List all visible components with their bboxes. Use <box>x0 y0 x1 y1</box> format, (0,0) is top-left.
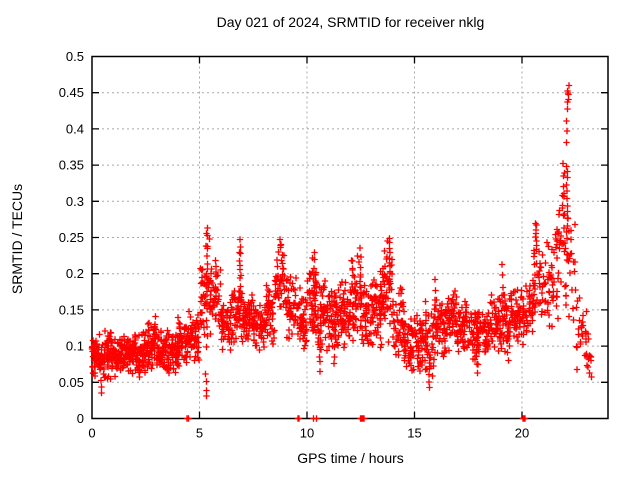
x-tick-label: 5 <box>196 426 203 441</box>
y-tick-label: 0.35 <box>59 158 84 173</box>
y-tick-label: 0.4 <box>66 121 84 136</box>
grid-lines <box>92 56 608 419</box>
chart-title: Day 021 of 2024, SRMTID for receiver nkl… <box>216 14 485 30</box>
y-tick-label: 0.3 <box>66 194 84 209</box>
y-tick-label: 0.05 <box>59 375 84 390</box>
y-tick-label: 0.15 <box>59 302 84 317</box>
tick-marks <box>92 56 608 419</box>
x-tick-label: 20 <box>515 426 529 441</box>
y-tick-label: 0.5 <box>66 49 84 64</box>
y-tick-label: 0.2 <box>66 266 84 281</box>
x-tick-label: 15 <box>407 426 421 441</box>
plot-border <box>91 55 609 420</box>
y-tick-label: 0.45 <box>59 85 84 100</box>
x-tick-label: 10 <box>300 426 314 441</box>
y-axis-title: SRMTID / TECUs <box>9 183 25 295</box>
scatter-points <box>88 82 595 422</box>
y-tick-label: 0.1 <box>66 339 84 354</box>
y-tick-label: 0.25 <box>59 230 84 245</box>
x-tick-label: 0 <box>88 426 95 441</box>
y-tick-label: 0 <box>77 411 84 426</box>
x-axis-title: GPS time / hours <box>297 450 404 466</box>
